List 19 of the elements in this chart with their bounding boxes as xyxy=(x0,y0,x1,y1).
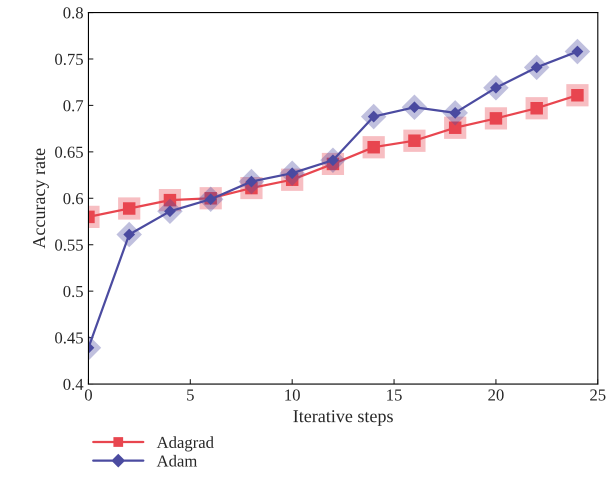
y-axis-title: Accuracy rate xyxy=(33,148,49,248)
y-tick-label: 0.4 xyxy=(63,378,84,390)
y-tick-label: 0.55 xyxy=(55,239,83,251)
x-tick-label: 25 xyxy=(590,389,606,401)
x-axis-title: Iterative steps xyxy=(293,410,393,426)
x-tick-label: 5 xyxy=(187,390,194,401)
legend-label: Adam xyxy=(156,454,198,467)
x-tick-label: 10 xyxy=(285,389,300,401)
y-tick-label: 0.65 xyxy=(55,146,83,158)
y-tick-label: 0.45 xyxy=(55,332,83,344)
x-tick-label: 0 xyxy=(84,389,92,401)
x-tick-label: 15 xyxy=(387,389,402,401)
x-tick-label: 20 xyxy=(488,389,504,401)
y-tick-label: 0.6 xyxy=(63,192,84,204)
y-tick-label: 0.7 xyxy=(63,100,84,112)
y-tick-label: 0.8 xyxy=(63,7,83,19)
y-tick-label: 0.5 xyxy=(63,286,83,298)
y-tick-label: 0.75 xyxy=(55,54,83,66)
legend-label: Adagrad xyxy=(156,436,214,452)
